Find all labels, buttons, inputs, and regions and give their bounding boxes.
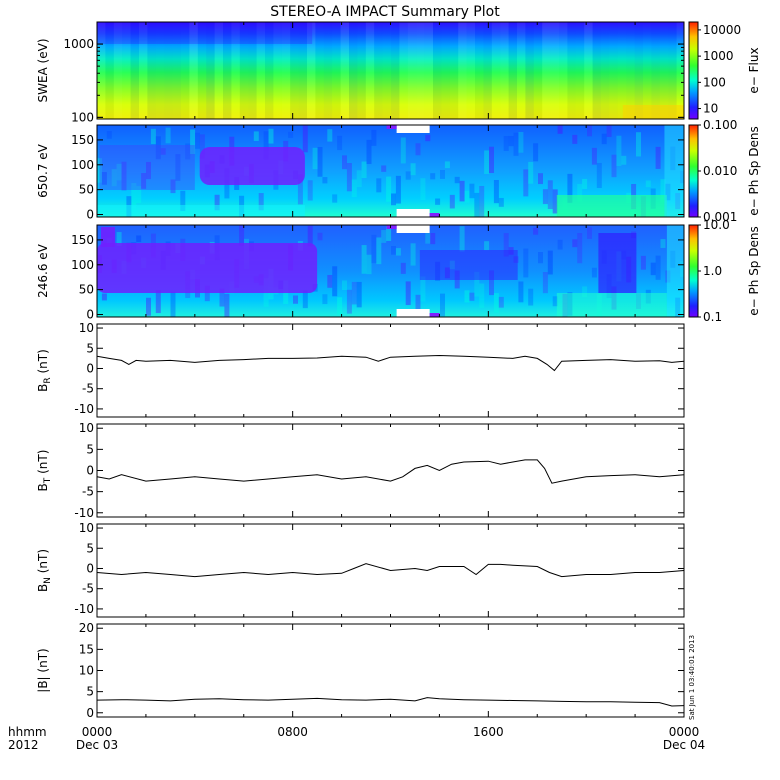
panel-bt: -10 -5 0 5 10 BT (nT) xyxy=(36,421,685,520)
pad650-ytick-label: 50 xyxy=(79,183,94,197)
bmag-ytick-label: 5 xyxy=(86,685,94,699)
pad246-data-gap-bottom xyxy=(396,309,430,317)
bmag-series-line xyxy=(96,697,685,707)
pad246-ytick-label: 100 xyxy=(71,258,94,272)
time-axis-row2-label: 2012 xyxy=(8,738,39,752)
pad650-colorbar-tick-label: 0.001 xyxy=(703,210,737,224)
pad246-colorbar xyxy=(688,224,699,318)
pad650-ytick-label: 0 xyxy=(86,208,94,222)
br-ytick-label: -5 xyxy=(82,382,94,396)
swea-colorbar-tick-label: 1000 xyxy=(703,49,734,63)
swea-colorbar-tick-label: 100 xyxy=(703,75,726,89)
pad246-colorbar-tick-label: 0.1 xyxy=(703,310,722,324)
time-tick-date: Dec 03 xyxy=(76,738,118,752)
panel-swea: 10 100 1000 10000 e− Flux 100 1000 SWEA (eV) xyxy=(36,21,761,124)
time-tick-date: Dec 04 xyxy=(663,738,705,752)
panel-pad246: 0.1 1.0 10.0 e− Ph Sp Dens 0 50 100 150 246.6 eV xyxy=(36,218,761,324)
bmag-ytick-label: 10 xyxy=(79,664,94,678)
pad246-data-gap-top xyxy=(396,225,430,233)
pad650-data-gap-bottom xyxy=(396,209,430,217)
bn-ytick-label: -10 xyxy=(74,602,94,616)
br-series-line xyxy=(96,354,685,372)
pad246-ytick-label: 0 xyxy=(86,308,94,322)
bmag-plot-area xyxy=(97,624,684,717)
br-ylabel: BR (nT) xyxy=(36,349,53,392)
time-tick-label: 0800 xyxy=(277,725,308,739)
pad650-ytick-label: 100 xyxy=(71,158,94,172)
swea-heatmap-base xyxy=(97,22,684,119)
pad650-ytick-label: 150 xyxy=(71,133,94,147)
pad246-ytick-label: 50 xyxy=(79,283,94,297)
bn-ytick-label: -5 xyxy=(82,582,94,596)
bt-ytick-label: 10 xyxy=(79,421,94,435)
bn-ytick-label: 5 xyxy=(86,541,94,555)
bt-ytick-label: 0 xyxy=(86,464,94,478)
bn-ytick-label: 10 xyxy=(79,521,94,535)
swea-colorbar-tick-label: 10000 xyxy=(703,23,741,37)
pad650-colorbar-label: e− Ph Sp Dens xyxy=(747,126,761,215)
panel-pad650: 0.001 0.010 0.100 e− Ph Sp Dens 0 50 100 150 650… xyxy=(36,118,761,224)
bt-series-line xyxy=(96,459,685,484)
pad650-colorbar xyxy=(688,124,699,218)
swea-colorbar-label: e− Flux xyxy=(747,47,761,93)
br-plot-area xyxy=(97,324,684,417)
pad650-data-gap-top xyxy=(396,125,430,133)
bt-ylabel: BT (nT) xyxy=(36,450,53,492)
bt-ytick-label: -5 xyxy=(82,485,94,499)
pad246-colorbar-label: e− Ph Sp Dens xyxy=(747,226,761,315)
bt-plot-area xyxy=(97,424,684,517)
bmag-ytick-label: 15 xyxy=(79,642,94,656)
pad650-colorbar-tick-label: 0.100 xyxy=(703,118,737,132)
panel-bmag: 0 5 10 15 20 |B| (nT) xyxy=(36,621,685,720)
bn-series-line xyxy=(96,563,685,578)
pad650-heatmap-texture xyxy=(97,125,684,217)
bmag-ytick-label: 20 xyxy=(79,621,94,635)
panel-bn: -10 -5 0 5 10 BN (nT) xyxy=(36,521,685,618)
bn-ylabel: BN (nT) xyxy=(36,549,53,592)
plot-title: STEREO-A IMPACT Summary Plot xyxy=(270,4,500,20)
swea-colorbar-tick-label: 10 xyxy=(703,102,718,116)
bmag-ylabel: |B| (nT) xyxy=(36,648,50,692)
panel-br: -10 -5 0 5 10 BR (nT) xyxy=(36,321,685,418)
bt-ytick-label: 5 xyxy=(86,442,94,456)
time-tick-label: 0000 xyxy=(669,725,700,739)
swea-heatmap-texture xyxy=(97,22,684,119)
pad650-colorbar-tick-label: 0.010 xyxy=(703,164,737,178)
time-axis-row1-label: hhmm xyxy=(8,725,47,739)
br-ytick-label: -10 xyxy=(74,402,94,416)
bn-ytick-label: 0 xyxy=(86,561,94,575)
time-tick-label: 0000 xyxy=(82,725,113,739)
swea-ytick-label: 100 xyxy=(71,110,94,124)
bt-ytick-label: -10 xyxy=(74,506,94,520)
pad246-ytick-label: 150 xyxy=(71,233,94,247)
br-ytick-label: 0 xyxy=(86,361,94,375)
pad246-heatmap-texture xyxy=(97,225,684,317)
br-ytick-label: 10 xyxy=(79,321,94,335)
pad246-ylabel: 246.6 eV xyxy=(36,243,50,298)
pad246-colorbar-tick-label: 10.0 xyxy=(703,218,730,232)
bmag-ytick-label: 0 xyxy=(86,706,94,720)
generation-stamp: Sat Jun 1 03:40:01 2013 xyxy=(688,635,696,720)
swea-ytick-label: 1000 xyxy=(63,37,94,51)
br-ytick-label: 5 xyxy=(86,341,94,355)
swea-ylabel: SWEA (eV) xyxy=(36,38,50,102)
swea-colorbar xyxy=(688,21,699,120)
time-tick-label: 1600 xyxy=(473,725,504,739)
pad650-ylabel: 650.7 eV xyxy=(36,143,50,198)
pad246-colorbar-tick-label: 1.0 xyxy=(703,264,722,278)
